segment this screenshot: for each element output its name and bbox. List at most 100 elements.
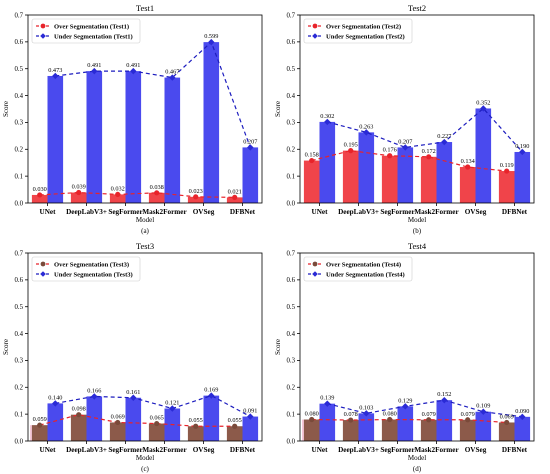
data-label-over: 0.176 bbox=[383, 147, 397, 154]
y-tick-label: 0.7 bbox=[15, 250, 24, 257]
y-tick-label: 0.2 bbox=[15, 385, 24, 392]
chart-title: Test4 bbox=[408, 241, 427, 251]
x-tick-label: Mask2Former bbox=[414, 208, 459, 216]
bar-under-ovseg bbox=[203, 42, 220, 203]
bar-over-segformer bbox=[381, 419, 398, 441]
bar-over-dfbnet bbox=[498, 422, 515, 441]
data-label-over: 0.069 bbox=[500, 413, 514, 420]
bar-over-mask2former bbox=[148, 192, 165, 203]
y-tick-label: 0.3 bbox=[287, 120, 296, 127]
bar-under-unet bbox=[319, 121, 336, 203]
bar-over-segformer bbox=[381, 155, 398, 203]
y-tick-label: 0.5 bbox=[287, 304, 296, 311]
bar-under-deeplabv3- bbox=[86, 71, 103, 203]
bar-over-segformer bbox=[109, 422, 126, 441]
data-label-over: 0.080 bbox=[305, 411, 319, 418]
bar-over-ovseg bbox=[187, 196, 204, 203]
line-under-segmentation bbox=[55, 41, 251, 148]
bar-under-unet bbox=[47, 75, 64, 203]
bar-over-dfbnet bbox=[226, 426, 243, 441]
y-tick-label: 0.6 bbox=[287, 39, 296, 46]
x-tick-label: SegFormer bbox=[380, 208, 415, 216]
x-axis-label: Model bbox=[136, 216, 154, 224]
legend-under-label: Under Segmentation (Test4) bbox=[326, 272, 405, 279]
marker-over bbox=[426, 154, 432, 160]
legend-under-marker bbox=[312, 271, 318, 277]
bar-over-deeplabv3- bbox=[342, 420, 359, 441]
data-label-under: 0.467 bbox=[165, 69, 179, 76]
bar-over-unet bbox=[31, 425, 48, 441]
panel-caption: (b) bbox=[413, 227, 422, 235]
legend-over-marker bbox=[312, 23, 318, 29]
y-tick-label: 0.4 bbox=[15, 93, 24, 100]
line-under-segmentation bbox=[327, 107, 523, 153]
panel-caption: (d) bbox=[413, 465, 422, 473]
marker-under bbox=[480, 408, 487, 415]
data-label-over: 0.172 bbox=[422, 148, 436, 155]
x-tick-label: Mask2Former bbox=[142, 446, 187, 454]
marker-over bbox=[76, 189, 82, 196]
marker-over bbox=[387, 416, 393, 423]
y-tick-label: 0.6 bbox=[15, 277, 24, 284]
bar-over-unet bbox=[303, 419, 320, 441]
bar-over-mask2former bbox=[420, 419, 437, 441]
marker-under bbox=[169, 74, 176, 81]
y-tick-label: 0.2 bbox=[287, 147, 296, 154]
legend-over-marker bbox=[40, 23, 46, 29]
y-tick-label: 0.1 bbox=[287, 173, 296, 180]
bar-under-mask2former bbox=[436, 400, 453, 441]
y-tick-label: 0.7 bbox=[287, 250, 296, 257]
x-tick-label: DeepLabV3+ bbox=[66, 208, 107, 216]
y-axis-label: Score bbox=[2, 339, 10, 355]
x-tick-label: UNet bbox=[312, 208, 329, 216]
marker-over bbox=[193, 423, 199, 429]
plot-frame bbox=[27, 252, 263, 442]
bar-under-segformer bbox=[125, 397, 142, 441]
data-label-under: 0.352 bbox=[476, 99, 490, 106]
legend-over-label: Over Segmentation (Test2) bbox=[326, 24, 401, 31]
bar-under-segformer bbox=[397, 406, 414, 441]
plot-frame bbox=[27, 14, 263, 204]
data-label-over: 0.065 bbox=[150, 415, 164, 422]
marker-under bbox=[519, 413, 526, 421]
data-label-under: 0.091 bbox=[243, 408, 257, 415]
marker-under bbox=[247, 413, 254, 420]
x-tick-label: DFBNet bbox=[502, 446, 528, 454]
bar-over-ovseg bbox=[459, 419, 476, 441]
data-label-under: 0.599 bbox=[204, 33, 218, 40]
marker-under bbox=[363, 410, 370, 417]
bar-under-unet bbox=[47, 403, 64, 441]
data-label-under: 0.473 bbox=[48, 67, 62, 74]
chart-title: Test1 bbox=[136, 3, 154, 13]
bar-under-deeplabv3- bbox=[358, 132, 375, 203]
data-label-under: 0.263 bbox=[359, 123, 373, 130]
chart-panel-3: 0.059 0.098 0.069 0.065 0.055 0.055 0.140 0.166… bbox=[2, 241, 263, 473]
marker-over bbox=[465, 164, 471, 170]
x-tick-label: DFBNet bbox=[230, 446, 256, 454]
bar-over-segformer bbox=[109, 194, 126, 203]
panel-caption: (c) bbox=[141, 465, 149, 473]
data-label-under: 0.227 bbox=[437, 133, 451, 140]
x-tick-label: UNet bbox=[312, 446, 329, 454]
y-axis-label: Score bbox=[274, 339, 282, 355]
data-label-under: 0.139 bbox=[320, 395, 334, 402]
marker-over bbox=[504, 168, 510, 174]
marker-under bbox=[441, 396, 448, 404]
data-label-over: 0.069 bbox=[111, 413, 125, 420]
marker-over bbox=[154, 190, 160, 196]
y-tick-label: 0.1 bbox=[15, 411, 24, 418]
bar-under-segformer bbox=[397, 147, 414, 203]
data-label-under: 0.302 bbox=[320, 113, 334, 120]
marker-under bbox=[363, 129, 370, 136]
marker-under bbox=[324, 400, 331, 407]
data-label-over: 0.119 bbox=[500, 162, 514, 169]
data-label-over: 0.078 bbox=[344, 411, 358, 418]
y-tick-label: 0.0 bbox=[287, 200, 296, 207]
x-tick-label: Mask2Former bbox=[142, 208, 187, 216]
y-tick-label: 0.1 bbox=[15, 173, 24, 180]
data-label-over: 0.080 bbox=[383, 411, 397, 418]
x-tick-label: SegFormer bbox=[108, 446, 143, 454]
y-tick-label: 0.5 bbox=[287, 66, 296, 73]
legend-box bbox=[303, 256, 413, 282]
